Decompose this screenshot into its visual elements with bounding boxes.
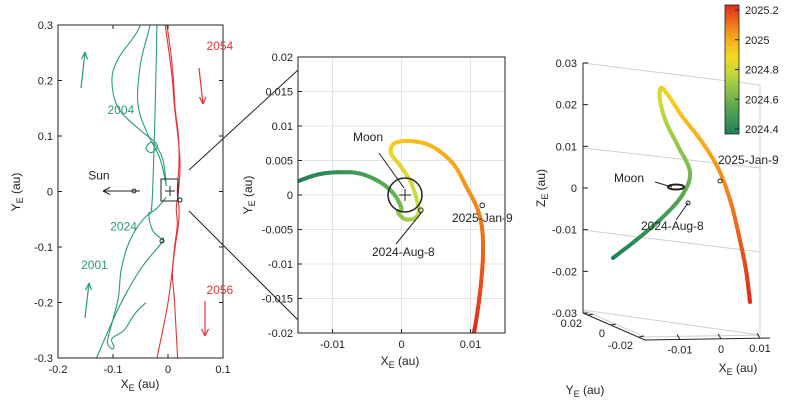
mid-paths bbox=[298, 139, 485, 333]
left-ytick-label: 0.2 bbox=[38, 76, 53, 88]
right-label-aug: 2024-Aug-8 bbox=[641, 219, 704, 233]
panel-left: -0.3-0.2-0.100.10.20.3 -0.2 -0.1 0 0.1 2004… bbox=[9, 20, 234, 393]
mid-label-jan: 2025-Jan-9 bbox=[452, 211, 513, 225]
mid-ytick-label: 0.01 bbox=[272, 121, 293, 133]
left-xtick-label: 0.1 bbox=[215, 364, 230, 376]
colorbar-tick-label: 2024.4 bbox=[745, 124, 779, 136]
colorbar-ticks: 2025.2 2025 2024.8 2024.6 2024.4 bbox=[735, 5, 779, 136]
mid-ytick-label: 0.02 bbox=[272, 52, 293, 64]
left-annotation: 2004 bbox=[108, 103, 135, 117]
left-x-ticks: -0.2 -0.1 0 0.1 bbox=[49, 25, 231, 376]
right-ztick-label: 0.02 bbox=[556, 100, 577, 112]
mid-ytick-label: 0.005 bbox=[265, 156, 293, 168]
left-ytick-label: 0.3 bbox=[38, 20, 53, 32]
right-ytick-label: 0.02 bbox=[561, 318, 582, 330]
right-xtick-label: 0 bbox=[718, 344, 724, 356]
left-direction-arrows bbox=[80, 51, 210, 337]
mid-marker bbox=[418, 207, 424, 213]
right-y-ticks: -0.020 0.02 bbox=[561, 313, 645, 352]
right-ytick-label: -0.02 bbox=[608, 340, 633, 352]
mid-moon-label: Moon bbox=[353, 130, 383, 144]
left-series-green-branch-lower bbox=[106, 196, 167, 350]
right-z-ticks: -0.03 -0.02 -0.01 0 0.01 0.02 0.03 bbox=[552, 58, 588, 320]
right-ytick-mark bbox=[587, 313, 594, 316]
panel-right: -0.03 -0.02 -0.01 0 0.01 0.02 0.03 Moon 2025-J… bbox=[534, 58, 779, 399]
right-moon-label: Moon bbox=[614, 171, 644, 185]
left-xtick-label: -0.2 bbox=[49, 364, 68, 376]
right-xtick-label: -0.01 bbox=[667, 345, 692, 357]
left-paths bbox=[95, 25, 181, 358]
left-annotation: 2024 bbox=[110, 219, 137, 233]
left-zoom-box bbox=[160, 178, 179, 202]
left-series-red-trajectory-a bbox=[164, 25, 181, 358]
mid-ytick-label: 0 bbox=[287, 190, 293, 202]
left-ytick-label: 0 bbox=[47, 187, 53, 199]
left-xtick-label: 0 bbox=[165, 364, 171, 376]
right-zlabel: ZE (au) bbox=[534, 169, 550, 207]
right-moon bbox=[654, 178, 723, 221]
mid-xtick-label: 0.01 bbox=[460, 339, 481, 351]
left-markers bbox=[131, 186, 183, 244]
right-ztick-label: 0.03 bbox=[556, 58, 577, 70]
right-xtick-label: 0.01 bbox=[749, 343, 770, 355]
right-xlabel: XE (au) bbox=[719, 361, 758, 377]
left-ylabel: YE (au) bbox=[9, 173, 25, 212]
mid-y-ticks: -0.02 -0.015 -0.01 -0.005 0 0.005 0.01 0.015 0.0… bbox=[262, 52, 302, 340]
mid-ytick-label: -0.02 bbox=[268, 328, 293, 340]
colorbar-tick-label: 2024.6 bbox=[745, 94, 779, 106]
right-ytick-mark bbox=[610, 323, 617, 326]
right-ztick-label: 0 bbox=[571, 183, 577, 195]
left-annotation: 2054 bbox=[207, 39, 234, 53]
mid-markers bbox=[418, 202, 486, 213]
left-ytick-label: -0.1 bbox=[34, 242, 53, 254]
right-xtick-mark bbox=[717, 333, 722, 340]
colorbar-tick-label: 2024.8 bbox=[745, 65, 779, 77]
left-annotation: Sun bbox=[88, 168, 109, 182]
left-annotations: 2004 2024 2001 2054 2056 Sun bbox=[81, 39, 233, 297]
mid-xtick-label: -0.01 bbox=[320, 339, 345, 351]
right-label-jan: 2025-Jan-9 bbox=[718, 153, 779, 167]
left-ytick-label: 0.1 bbox=[38, 131, 53, 143]
mid-xlabel: XE (au) bbox=[381, 354, 420, 370]
right-ztick-label: -0.03 bbox=[552, 308, 577, 320]
left-series-green-branch-middle bbox=[95, 25, 167, 358]
mid-ylabel: YE (au) bbox=[241, 176, 257, 215]
colorbar-tick-label: 2025 bbox=[745, 35, 769, 47]
right-x-ticks: -0.01 0 0.01 bbox=[667, 332, 771, 357]
mid-ytick-label: -0.015 bbox=[262, 294, 293, 306]
left-xlabel: XE (au) bbox=[121, 377, 160, 393]
mid-moon bbox=[378, 152, 423, 245]
panel-middle: -0.02 -0.015 -0.01 -0.005 0 0.005 0.01 0.015 0.0… bbox=[241, 52, 513, 370]
left-series-red-trajectory-b bbox=[156, 25, 180, 358]
left-ytick-label: -0.3 bbox=[34, 353, 53, 365]
left-sun-arrow bbox=[102, 187, 140, 195]
right-ytick-label: 0 bbox=[599, 328, 605, 340]
mid-ytick-label: -0.005 bbox=[262, 225, 293, 237]
right-ytick-mark bbox=[638, 335, 645, 338]
left-annotation: 2001 bbox=[81, 258, 108, 272]
right-path bbox=[611, 85, 752, 304]
right-ztick-label: 0.01 bbox=[556, 141, 577, 153]
mid-x-ticks: -0.01 0 0.01 bbox=[320, 329, 481, 351]
zoom-connector-bottom bbox=[188, 210, 299, 321]
right-ylabel: YE (au) bbox=[566, 383, 605, 399]
colorbar-tick-label: 2025.2 bbox=[745, 5, 779, 17]
left-ytick-label: -0.2 bbox=[34, 298, 53, 310]
mid-ytick-label: -0.01 bbox=[268, 259, 293, 271]
mid-label-aug: 2024-Aug-8 bbox=[372, 245, 435, 259]
right-ztick-label: -0.02 bbox=[552, 266, 577, 278]
left-series-green-branch-upper bbox=[111, 25, 167, 186]
colorbar: 2025.2 2025 2024.8 2024.6 2024.4 bbox=[724, 4, 779, 136]
left-xtick-label: -0.1 bbox=[104, 364, 123, 376]
right-xtick-mark bbox=[756, 332, 761, 339]
mid-ytick-label: 0.015 bbox=[265, 87, 293, 99]
left-y-ticks: -0.3 -0.2 -0.1 0 0.1 0.2 0.3 bbox=[34, 20, 223, 365]
right-ztick-label: -0.01 bbox=[552, 225, 577, 237]
mid-xtick-label: 0 bbox=[398, 339, 404, 351]
right-xtick-mark bbox=[676, 334, 681, 340]
mid-marker bbox=[479, 202, 486, 209]
zoom-connector-top bbox=[188, 69, 299, 171]
left-annotation: 2056 bbox=[207, 283, 234, 297]
